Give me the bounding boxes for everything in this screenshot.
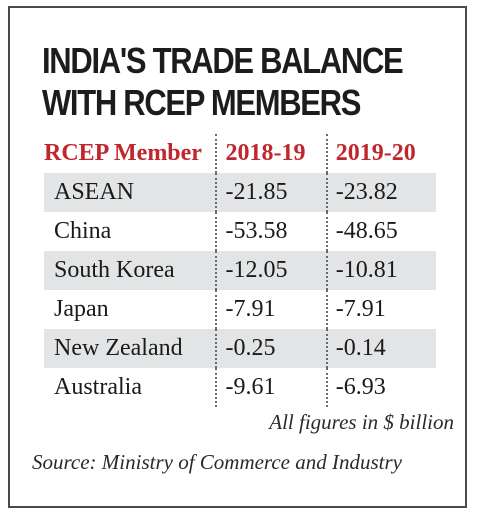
value-2019-20: -23.82 (325, 173, 436, 212)
value-2019-20: -7.91 (325, 290, 436, 329)
value-2018-19: -7.91 (215, 290, 327, 329)
value-2018-19: -12.05 (215, 251, 327, 290)
member-name: China (54, 218, 112, 244)
trade-balance-table: RCEP Member 2018-19 2019-20 ASEAN -21.85… (44, 134, 436, 407)
value-2019-20: -10.81 (325, 251, 436, 290)
title-line-1: INDIA'S TRADE BALANCE (42, 40, 404, 81)
value-2018-19: -21.85 (215, 173, 327, 212)
column-header-2019-20: 2019-20 (325, 134, 436, 173)
table-row: China -53.58 -48.65 (44, 212, 436, 251)
table-row: New Zealand -0.25 -0.14 (44, 329, 436, 368)
table-row: Australia -9.61 -6.93 (44, 368, 436, 407)
value-2019-20: -48.65 (325, 212, 436, 251)
value-2019-20: -0.14 (325, 329, 436, 368)
table-row: Japan -7.91 -7.91 (44, 290, 436, 329)
column-header-member: RCEP Member (44, 140, 202, 166)
table-row: South Korea -12.05 -10.81 (44, 251, 436, 290)
member-name: New Zealand (44, 329, 217, 368)
units-note: All figures in $ billion (269, 410, 454, 434)
value-2019-20: -6.93 (325, 368, 436, 407)
table-row: ASEAN -21.85 -23.82 (44, 173, 436, 212)
title-line-2: WITH RCEP MEMBERS (42, 82, 361, 123)
value-2018-19: -0.25 (215, 329, 327, 368)
table-header-row: RCEP Member 2018-19 2019-20 (44, 134, 436, 173)
member-name: South Korea (44, 251, 217, 290)
chart-title: INDIA'S TRADE BALANCE WITH RCEP MEMBERS (42, 40, 404, 124)
value-2018-19: -53.58 (215, 212, 327, 251)
member-name: Japan (54, 296, 109, 322)
member-name: ASEAN (44, 173, 217, 212)
member-name: Australia (54, 374, 142, 400)
column-header-2018-19: 2018-19 (215, 134, 327, 173)
value-2018-19: -9.61 (215, 368, 327, 407)
source-note: Source: Ministry of Commerce and Industr… (32, 450, 402, 474)
